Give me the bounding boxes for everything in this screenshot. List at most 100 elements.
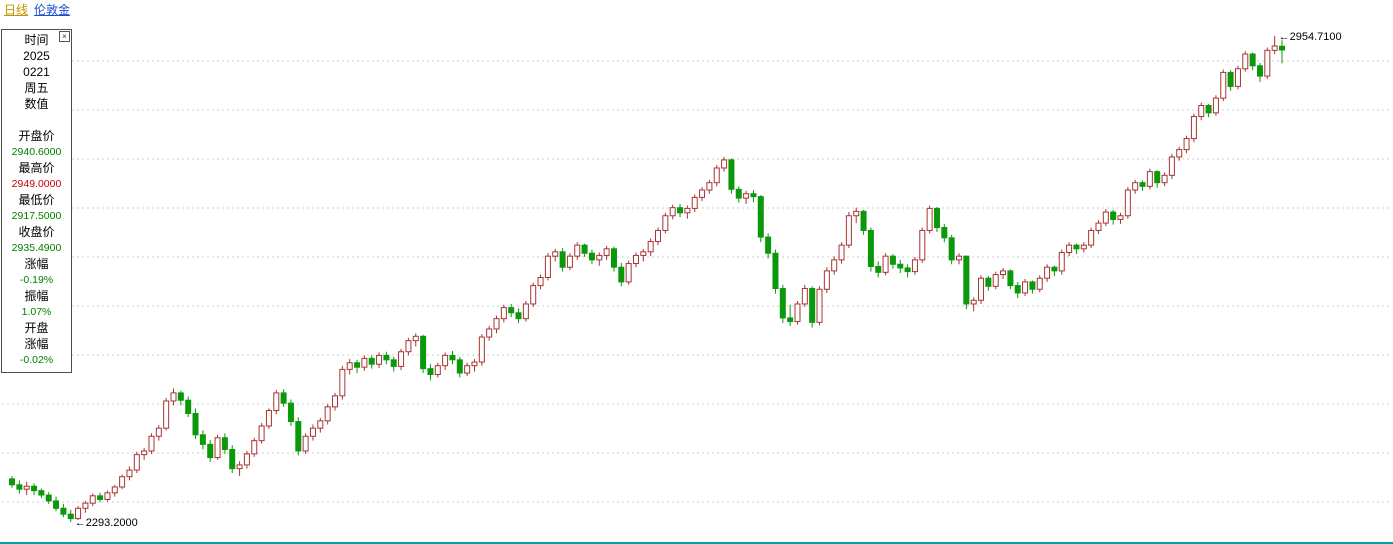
- candle[interactable]: [706, 179, 713, 194]
- candle[interactable]: [919, 227, 926, 263]
- candle[interactable]: [258, 423, 265, 444]
- candle[interactable]: [691, 194, 698, 213]
- candle[interactable]: [978, 275, 985, 304]
- candle[interactable]: [963, 255, 970, 310]
- candle[interactable]: [398, 348, 405, 371]
- candle[interactable]: [757, 195, 764, 243]
- candle[interactable]: [38, 488, 45, 499]
- candle[interactable]: [1102, 209, 1109, 227]
- candle[interactable]: [743, 190, 750, 204]
- candle[interactable]: [1044, 264, 1051, 282]
- candle[interactable]: [133, 451, 140, 474]
- candle[interactable]: [471, 359, 478, 372]
- candle[interactable]: [405, 337, 412, 356]
- candle[interactable]: [251, 437, 258, 457]
- candle[interactable]: [838, 242, 845, 264]
- candle[interactable]: [1205, 104, 1212, 118]
- candle[interactable]: [243, 450, 250, 469]
- candle[interactable]: [1264, 47, 1271, 80]
- candle[interactable]: [566, 253, 573, 271]
- candle[interactable]: [765, 233, 772, 259]
- candle[interactable]: [889, 253, 896, 269]
- candle[interactable]: [647, 238, 654, 257]
- candle[interactable]: [809, 286, 816, 328]
- candle[interactable]: [45, 492, 52, 504]
- candle[interactable]: [361, 355, 368, 371]
- period-label[interactable]: 日线: [4, 3, 29, 17]
- candle[interactable]: [354, 359, 361, 374]
- candle[interactable]: [221, 433, 228, 454]
- candle[interactable]: [713, 165, 720, 187]
- candle[interactable]: [1146, 168, 1153, 190]
- candle[interactable]: [302, 433, 309, 454]
- candle[interactable]: [449, 351, 456, 365]
- candle[interactable]: [295, 417, 302, 456]
- candle[interactable]: [170, 388, 177, 406]
- candle[interactable]: [1110, 209, 1117, 225]
- candle[interactable]: [794, 301, 801, 325]
- candle[interactable]: [581, 243, 588, 257]
- candle[interactable]: [640, 248, 647, 262]
- candle[interactable]: [97, 492, 104, 503]
- candle[interactable]: [456, 356, 463, 378]
- candle[interactable]: [1279, 40, 1285, 64]
- candle[interactable]: [1117, 212, 1124, 224]
- candle[interactable]: [309, 424, 316, 441]
- candle[interactable]: [801, 284, 808, 307]
- candle[interactable]: [1139, 180, 1146, 191]
- symbol-label[interactable]: 伦敦金: [34, 3, 71, 17]
- candle[interactable]: [31, 483, 38, 496]
- candle[interactable]: [1249, 52, 1256, 71]
- candle[interactable]: [860, 209, 867, 235]
- candle[interactable]: [1198, 102, 1205, 121]
- candle[interactable]: [1058, 249, 1065, 275]
- candle[interactable]: [1132, 179, 1139, 194]
- candle[interactable]: [882, 253, 889, 276]
- candle[interactable]: [948, 234, 955, 265]
- candle[interactable]: [16, 480, 23, 494]
- candle[interactable]: [684, 205, 691, 219]
- candle[interactable]: [941, 223, 948, 243]
- candle[interactable]: [544, 253, 551, 281]
- candle[interactable]: [420, 334, 427, 374]
- candle[interactable]: [867, 227, 874, 272]
- candle[interactable]: [427, 364, 434, 381]
- candle[interactable]: [853, 207, 860, 224]
- candle[interactable]: [1051, 265, 1058, 277]
- candle[interactable]: [1073, 243, 1080, 254]
- candle[interactable]: [845, 212, 852, 249]
- candle[interactable]: [192, 408, 199, 440]
- candle[interactable]: [273, 389, 280, 415]
- candle[interactable]: [434, 362, 441, 378]
- candle[interactable]: [508, 303, 515, 318]
- candle[interactable]: [1154, 170, 1161, 188]
- candle[interactable]: [486, 326, 493, 341]
- candle[interactable]: [926, 205, 933, 234]
- candle[interactable]: [662, 212, 669, 234]
- candle[interactable]: [933, 206, 940, 232]
- candle[interactable]: [1007, 269, 1014, 290]
- candle[interactable]: [677, 203, 684, 218]
- candle[interactable]: [111, 484, 118, 497]
- candle[interactable]: [478, 334, 485, 366]
- candle[interactable]: [493, 315, 500, 334]
- candle[interactable]: [831, 256, 838, 275]
- candle[interactable]: [163, 398, 170, 431]
- candle[interactable]: [515, 308, 522, 324]
- candle[interactable]: [1168, 154, 1175, 180]
- candle[interactable]: [60, 503, 67, 518]
- candle[interactable]: [1000, 267, 1007, 279]
- candle[interactable]: [383, 351, 390, 365]
- candle[interactable]: [500, 304, 507, 323]
- candle[interactable]: [1227, 70, 1234, 91]
- candle[interactable]: [1124, 187, 1131, 219]
- candle[interactable]: [1014, 281, 1021, 299]
- candle[interactable]: [317, 417, 324, 433]
- candle[interactable]: [265, 408, 272, 429]
- candle[interactable]: [588, 249, 595, 265]
- candle[interactable]: [537, 274, 544, 290]
- candle[interactable]: [1095, 220, 1102, 235]
- candle[interactable]: [214, 434, 221, 460]
- candle[interactable]: [610, 246, 617, 272]
- candle[interactable]: [897, 259, 904, 274]
